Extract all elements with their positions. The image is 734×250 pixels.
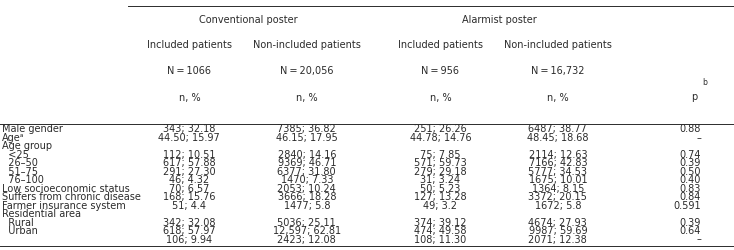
Text: n, %: n, % (547, 92, 569, 102)
Text: 2840; 14.16: 2840; 14.16 (277, 150, 336, 160)
Text: N = 20,056: N = 20,056 (280, 66, 333, 76)
Text: 1477; 5.8: 1477; 5.8 (283, 200, 330, 210)
Text: 0.83: 0.83 (680, 184, 701, 194)
Text: 2423; 12.08: 2423; 12.08 (277, 234, 336, 244)
Text: Male gender: Male gender (2, 124, 63, 134)
Text: 2053; 10.24: 2053; 10.24 (277, 184, 336, 194)
Text: 5777; 34.53: 5777; 34.53 (528, 167, 587, 177)
Text: Rural: Rural (2, 218, 34, 228)
Text: 0.39: 0.39 (680, 158, 701, 168)
Text: 617; 57.88: 617; 57.88 (163, 158, 216, 168)
Text: 7166; 42.83: 7166; 42.83 (528, 158, 587, 168)
Text: 0.39: 0.39 (680, 218, 701, 228)
Text: 291; 27.30: 291; 27.30 (163, 167, 216, 177)
Text: 12,597; 62.81: 12,597; 62.81 (273, 226, 341, 236)
Text: 44.78; 14.76: 44.78; 14.76 (410, 133, 471, 143)
Text: 3372; 20.15: 3372; 20.15 (528, 192, 587, 202)
Text: 374; 39.12: 374; 39.12 (414, 218, 467, 228)
Text: 343; 32.18: 343; 32.18 (163, 124, 216, 134)
Text: 70; 6.57: 70; 6.57 (169, 184, 210, 194)
Text: 1364; 8.15: 1364; 8.15 (531, 184, 584, 194)
Text: 279; 29.18: 279; 29.18 (414, 167, 467, 177)
Text: 9369; 46.71: 9369; 46.71 (277, 158, 336, 168)
Text: Ageᵃ: Ageᵃ (2, 133, 25, 143)
Text: N = 16,732: N = 16,732 (531, 66, 584, 76)
Text: 112; 10.51: 112; 10.51 (163, 150, 216, 160)
Text: 571; 59.73: 571; 59.73 (414, 158, 467, 168)
Text: 7385; 36.82: 7385; 36.82 (277, 124, 336, 134)
Text: 44.50; 15.97: 44.50; 15.97 (159, 133, 220, 143)
Text: Suffers from chronic disease: Suffers from chronic disease (2, 192, 141, 202)
Text: N = 956: N = 956 (421, 66, 459, 76)
Text: 31; 3.24: 31; 3.24 (421, 175, 460, 185)
Text: 2114; 12.63: 2114; 12.63 (528, 150, 587, 160)
Text: 26–50: 26–50 (2, 158, 38, 168)
Text: 46.15; 17.95: 46.15; 17.95 (276, 133, 338, 143)
Text: 6377; 31.80: 6377; 31.80 (277, 167, 336, 177)
Text: 1675; 10.01: 1675; 10.01 (528, 175, 587, 185)
Text: 618; 57.97: 618; 57.97 (163, 226, 216, 236)
Text: 75; 7.85: 75; 7.85 (420, 150, 461, 160)
Text: n, %: n, % (178, 92, 200, 102)
Text: 5036; 25.11: 5036; 25.11 (277, 218, 336, 228)
Text: 0.64: 0.64 (680, 226, 701, 236)
Text: 106; 9.94: 106; 9.94 (167, 234, 212, 244)
Text: 0.591: 0.591 (673, 200, 701, 210)
Text: Included patients: Included patients (147, 40, 232, 50)
Text: p: p (691, 92, 697, 102)
Text: Alarmist poster: Alarmist poster (462, 15, 537, 25)
Text: 168; 15.76: 168; 15.76 (163, 192, 216, 202)
Text: 76–100: 76–100 (2, 175, 44, 185)
Text: <25: <25 (2, 150, 29, 160)
Text: Included patients: Included patients (398, 40, 483, 50)
Text: 127; 13.28: 127; 13.28 (414, 192, 467, 202)
Text: 51–75: 51–75 (2, 167, 38, 177)
Text: Residential area: Residential area (2, 209, 81, 219)
Text: –: – (696, 133, 701, 143)
Text: 342; 32.08: 342; 32.08 (163, 218, 216, 228)
Text: Age group: Age group (2, 141, 52, 151)
Text: 251; 26.26: 251; 26.26 (414, 124, 467, 134)
Text: 0.88: 0.88 (680, 124, 701, 134)
Text: 0.74: 0.74 (680, 150, 701, 160)
Text: 51; 4.4: 51; 4.4 (172, 200, 206, 210)
Text: Non-included patients: Non-included patients (253, 40, 360, 50)
Text: Urban: Urban (2, 226, 38, 236)
Text: 9987; 59.69: 9987; 59.69 (528, 226, 587, 236)
Text: b: b (702, 78, 708, 87)
Text: 50; 5.23: 50; 5.23 (420, 184, 461, 194)
Text: N = 1066: N = 1066 (167, 66, 211, 76)
Text: 108; 11.30: 108; 11.30 (414, 234, 467, 244)
Text: 3666; 18.28: 3666; 18.28 (277, 192, 336, 202)
Text: Low socioeconomic status: Low socioeconomic status (2, 184, 130, 194)
Text: Farmer insurance system: Farmer insurance system (2, 200, 126, 210)
Text: n, %: n, % (296, 92, 318, 102)
Text: 474; 49.58: 474; 49.58 (414, 226, 467, 236)
Text: 6487; 38.77: 6487; 38.77 (528, 124, 587, 134)
Text: n, %: n, % (429, 92, 451, 102)
Text: 2071; 12.38: 2071; 12.38 (528, 234, 587, 244)
Text: Conventional poster: Conventional poster (199, 15, 297, 25)
Text: 48.45; 18.68: 48.45; 18.68 (527, 133, 589, 143)
Text: Non-included patients: Non-included patients (504, 40, 611, 50)
Text: 0.50: 0.50 (680, 167, 701, 177)
Text: 0.40: 0.40 (680, 175, 701, 185)
Text: 4674; 27.93: 4674; 27.93 (528, 218, 587, 228)
Text: 0.84: 0.84 (680, 192, 701, 202)
Text: 49; 3.2: 49; 3.2 (424, 200, 457, 210)
Text: 1470; 7.33: 1470; 7.33 (280, 175, 333, 185)
Text: 46; 4.32: 46; 4.32 (170, 175, 209, 185)
Text: 1672; 5.8: 1672; 5.8 (534, 200, 581, 210)
Text: –: – (696, 234, 701, 244)
